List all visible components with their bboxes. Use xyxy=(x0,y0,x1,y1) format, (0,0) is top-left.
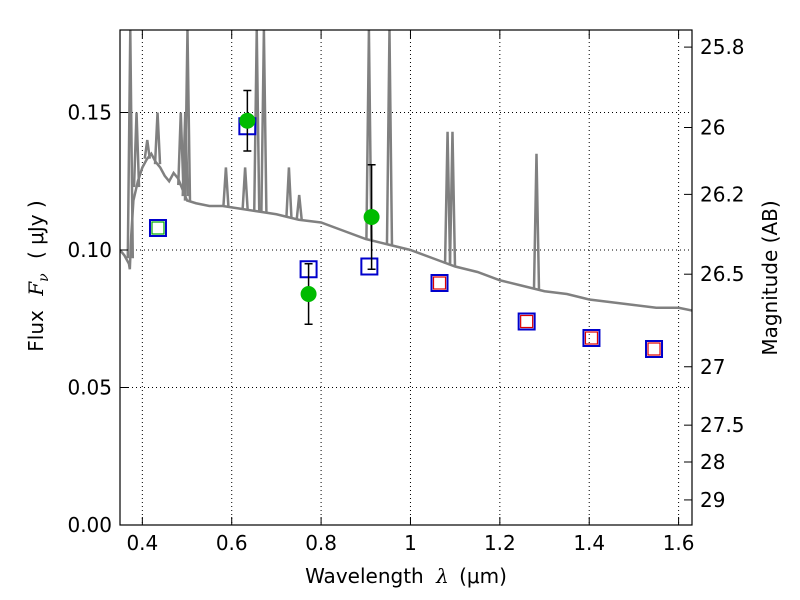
x-tick-label: 0.8 xyxy=(305,531,337,555)
emission-line-peak xyxy=(222,167,230,207)
plot-frame xyxy=(119,29,693,526)
emission-line-peak xyxy=(443,131,452,264)
y2-tick-label: 27.5 xyxy=(700,413,745,437)
x-tick-label: 1.2 xyxy=(484,531,516,555)
y-tick-label: 0.05 xyxy=(67,376,112,400)
emission-line-peak xyxy=(285,167,293,218)
emission-line-peak xyxy=(448,131,457,266)
y2-tick-label: 28 xyxy=(700,450,725,474)
photometry-inner-square xyxy=(432,276,447,290)
y-tick-label: 0.00 xyxy=(67,513,112,537)
plot-area: 0.4 0.6 0.8 1 1.2 1.4 1.6 0.00 0.05 0.10 0.15 25.8 2… xyxy=(67,29,745,555)
y-axis-label: Flux Fν ( μJy ) xyxy=(24,200,53,351)
photometry-square-marker xyxy=(645,340,664,358)
photometry-inner-square xyxy=(520,314,534,329)
emission-line-peak xyxy=(385,30,394,245)
emission-line-peak xyxy=(132,112,141,188)
photometry-inner-square xyxy=(151,221,165,235)
measured-flux-point xyxy=(363,209,380,225)
emission-line-peak xyxy=(532,153,541,290)
measured-flux-point xyxy=(239,112,256,129)
measured-flux-point xyxy=(300,286,317,302)
photometry-square-marker xyxy=(148,219,167,237)
emission-line-peak xyxy=(177,112,185,186)
y2-tick-label: 26.5 xyxy=(700,262,745,286)
y2-tick-label: 26.2 xyxy=(700,182,745,206)
emission-line-peak xyxy=(252,30,261,212)
emission-line-peak xyxy=(260,30,268,213)
plot-data xyxy=(120,30,692,358)
emission-line-peak xyxy=(183,30,192,201)
sed-continuum-line xyxy=(120,151,692,312)
x-tick-label: 1.6 xyxy=(663,531,695,555)
y2-tick-label: 27 xyxy=(700,355,725,379)
y2-axis-label: Magnitude (AB) xyxy=(758,200,782,355)
x-tick-label: 0.4 xyxy=(126,531,158,555)
y2-tick-label: 25.8 xyxy=(700,35,745,59)
x-tick-label: 0.6 xyxy=(216,531,248,555)
photometry-inner-square xyxy=(647,342,661,356)
emission-line-peak xyxy=(153,112,162,165)
photometry-square-marker xyxy=(582,329,601,347)
photometry-square-marker xyxy=(517,312,536,331)
emission-line-peak xyxy=(241,167,249,210)
y2-tick-label: 29 xyxy=(700,488,725,512)
y2-tick-label: 26 xyxy=(700,116,725,140)
y-tick-label: 0.15 xyxy=(67,101,112,125)
photometry-inner-square xyxy=(584,331,599,345)
x-axis-label: Wavelength λ (μm) xyxy=(305,564,507,588)
y-tick-label: 0.10 xyxy=(67,238,112,262)
emission-line-peak xyxy=(295,194,303,220)
emission-line-peak xyxy=(126,30,135,259)
x-tick-label: 1 xyxy=(404,531,417,555)
x-tick-label: 1.4 xyxy=(573,531,605,555)
emission-line-peak xyxy=(365,30,373,240)
photometry-square-marker xyxy=(430,274,449,292)
photometry-square-marker xyxy=(360,257,379,276)
emission-line-peak xyxy=(143,139,151,159)
